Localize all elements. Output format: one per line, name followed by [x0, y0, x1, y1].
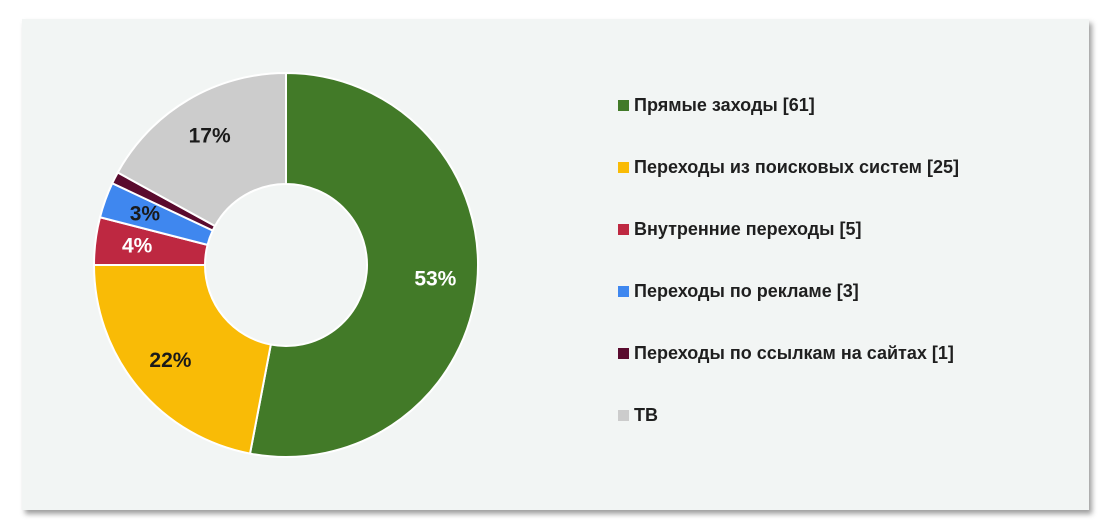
- legend-item-4: Переходы по ссылкам на сайтах [1]: [618, 343, 959, 364]
- legend-label-0: Прямые заходы [61]: [634, 95, 815, 115]
- legend-label-5: ТВ: [634, 405, 658, 425]
- legend-swatch-2: [618, 224, 629, 235]
- slice-data-label-1: 22%: [149, 349, 191, 372]
- legend-label-1: Переходы из поисковых систем [25]: [634, 157, 960, 177]
- legend-label-2: Внутренние переходы [5]: [634, 219, 862, 239]
- legend-item-5: ТВ: [618, 405, 959, 426]
- legend-item-2: Внутренние переходы [5]: [618, 219, 959, 240]
- donut-slice-1: [92, 264, 272, 455]
- slice-data-label-5: 17%: [189, 124, 231, 147]
- legend-item-1: Переходы из поисковых систем [25]: [618, 157, 959, 178]
- slice-data-label-3: 3%: [130, 203, 161, 226]
- legend-item-3: Переходы по рекламе [3]: [618, 281, 959, 302]
- slice-data-label-2: 4%: [122, 235, 153, 258]
- legend-swatch-5: [618, 410, 629, 421]
- chart-panel: 53% 22% 4% 3% 17% Прямые заходы [61] Переходы…: [22, 19, 1089, 510]
- donut-slice-0: [248, 71, 479, 458]
- chart-legend: Прямые заходы [61] Переходы из поисковых …: [618, 95, 959, 467]
- slice-data-label-0: 53%: [414, 268, 456, 291]
- donut-slice-5: [116, 71, 287, 228]
- legend-swatch-4: [618, 348, 629, 359]
- legend-swatch-3: [618, 286, 629, 297]
- donut-chart: 53% 22% 4% 3% 17%: [92, 71, 479, 458]
- legend-swatch-0: [618, 100, 629, 111]
- legend-label-3: Переходы по рекламе [3]: [634, 281, 859, 301]
- legend-swatch-1: [618, 162, 629, 173]
- legend-item-0: Прямые заходы [61]: [618, 95, 959, 116]
- legend-label-4: Переходы по ссылкам на сайтах [1]: [634, 343, 954, 363]
